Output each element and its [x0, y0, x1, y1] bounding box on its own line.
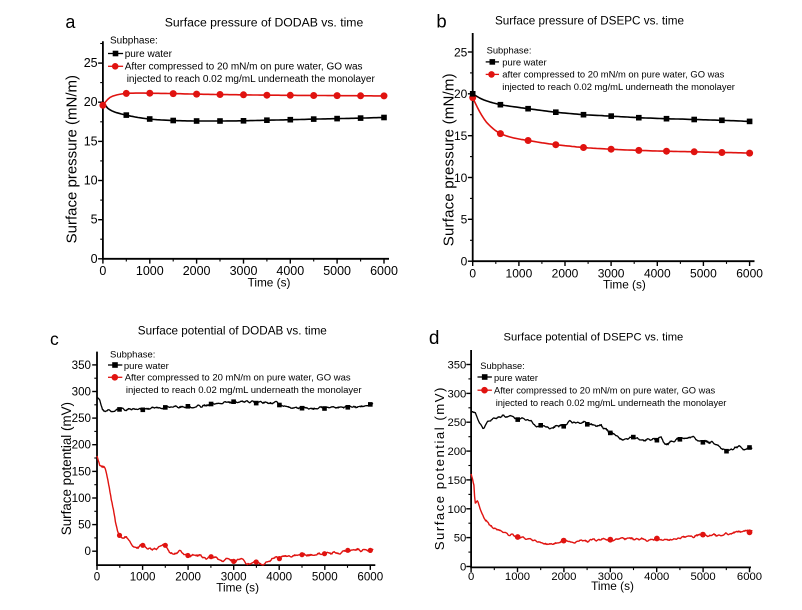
- svg-text:2000: 2000: [551, 571, 576, 583]
- svg-text:Surface potential of DODAB vs.: Surface potential of DODAB vs. time: [138, 325, 327, 338]
- svg-text:0: 0: [85, 545, 91, 558]
- svg-text:After compressed to 20 mN/m on: After compressed to 20 mN/m on pure wate…: [494, 386, 715, 396]
- svg-text:1000: 1000: [130, 571, 156, 584]
- svg-text:4000: 4000: [644, 266, 671, 280]
- svg-text:Subphase:: Subphase:: [487, 45, 532, 56]
- svg-text:50: 50: [78, 519, 91, 532]
- svg-text:0: 0: [99, 264, 106, 278]
- svg-text:injected to reach 0.02 mg/mL u: injected to reach 0.02 mg/mL underneath …: [127, 74, 376, 85]
- svg-text:Surface pressure of DODAB vs.: Surface pressure of DODAB vs. time: [165, 15, 364, 29]
- svg-text:25: 25: [454, 45, 468, 59]
- svg-text:Time (s): Time (s): [603, 278, 646, 292]
- svg-text:d: d: [429, 328, 440, 349]
- svg-text:4000: 4000: [644, 571, 669, 583]
- svg-text:1000: 1000: [136, 264, 164, 278]
- svg-text:3000: 3000: [221, 571, 247, 584]
- svg-text:Subphase:: Subphase:: [110, 35, 158, 46]
- svg-text:2000: 2000: [175, 571, 201, 584]
- svg-text:100: 100: [72, 492, 91, 505]
- svg-text:3000: 3000: [598, 571, 623, 583]
- svg-text:5000: 5000: [323, 264, 351, 278]
- svg-text:25: 25: [84, 56, 98, 70]
- svg-text:6000: 6000: [737, 571, 762, 583]
- svg-text:1000: 1000: [506, 266, 533, 280]
- svg-text:250: 250: [72, 412, 91, 425]
- svg-text:pure water: pure water: [502, 57, 546, 68]
- svg-text:6000: 6000: [736, 266, 763, 280]
- svg-text:Time (s): Time (s): [248, 276, 291, 290]
- svg-text:Surface pressure (mN/m): Surface pressure (mN/m): [63, 75, 80, 243]
- svg-text:a: a: [65, 12, 76, 32]
- svg-text:3000: 3000: [598, 266, 625, 280]
- svg-text:20: 20: [454, 87, 468, 101]
- svg-text:5: 5: [91, 213, 98, 227]
- svg-text:0: 0: [469, 266, 476, 280]
- svg-text:300: 300: [72, 385, 91, 398]
- svg-text:350: 350: [72, 359, 91, 372]
- svg-text:15: 15: [84, 134, 98, 148]
- svg-text:5000: 5000: [312, 571, 338, 584]
- svg-text:350: 350: [447, 360, 466, 372]
- svg-text:Subphase:: Subphase:: [110, 350, 155, 361]
- svg-text:0: 0: [468, 571, 474, 583]
- svg-text:Surface potential of DSEPC vs.: Surface potential of DSEPC vs. time: [504, 332, 684, 344]
- svg-text:15: 15: [454, 129, 468, 143]
- svg-text:2000: 2000: [183, 264, 211, 278]
- svg-text:50: 50: [454, 533, 467, 545]
- svg-text:Surface pressure (mN/m): Surface pressure (mN/m): [441, 73, 458, 246]
- svg-text:4000: 4000: [276, 264, 304, 278]
- svg-text:injected to reach 0.02 mg/mL u: injected to reach 0.02 mg/mL underneath …: [126, 385, 362, 396]
- svg-text:c: c: [50, 329, 59, 349]
- svg-text:6000: 6000: [357, 571, 383, 584]
- svg-text:5000: 5000: [690, 266, 717, 280]
- svg-text:6000: 6000: [370, 264, 398, 278]
- svg-text:pure water: pure water: [125, 49, 173, 60]
- svg-text:injected to reach 0.02 mg/mL u: injected to reach 0.02 mg/mL underneath …: [502, 81, 735, 92]
- svg-text:100: 100: [447, 504, 466, 516]
- svg-text:2000: 2000: [552, 266, 579, 280]
- svg-text:Surface potential (mV): Surface potential (mV): [59, 402, 74, 535]
- svg-text:injected to reach 0.02 mg/mL u: injected to reach 0.02 mg/mL underneath …: [496, 398, 727, 408]
- svg-text:pure water: pure water: [124, 361, 169, 372]
- svg-text:0: 0: [460, 562, 466, 574]
- svg-text:Time (s): Time (s): [591, 579, 634, 593]
- svg-text:5000: 5000: [691, 571, 716, 583]
- svg-text:1000: 1000: [505, 571, 530, 583]
- svg-text:10: 10: [454, 171, 468, 185]
- svg-text:Surface potential (mV): Surface potential (mV): [432, 386, 447, 550]
- svg-text:After compressed to 20 mN/m on: After compressed to 20 mN/m on pure wate…: [125, 373, 351, 384]
- svg-text:pure water: pure water: [494, 373, 538, 383]
- svg-text:300: 300: [447, 388, 466, 400]
- svg-text:5: 5: [461, 213, 468, 227]
- svg-text:250: 250: [447, 417, 466, 429]
- svg-text:b: b: [436, 11, 446, 32]
- svg-text:0: 0: [461, 255, 468, 269]
- svg-text:200: 200: [72, 439, 91, 452]
- svg-text:4000: 4000: [266, 571, 292, 584]
- svg-text:10: 10: [84, 174, 98, 188]
- svg-text:after compressed to 20 mN/m on: after compressed to 20 mN/m on pure wate…: [502, 69, 724, 80]
- svg-text:20: 20: [84, 95, 98, 109]
- svg-text:0: 0: [94, 571, 100, 584]
- svg-text:Subphase:: Subphase:: [480, 361, 524, 371]
- svg-text:200: 200: [447, 446, 466, 458]
- svg-text:Surface pressure of DSEPC vs.: Surface pressure of DSEPC vs. time: [495, 15, 684, 28]
- svg-text:After compressed to 20 mN/m on: After compressed to 20 mN/m on pure wate…: [125, 62, 363, 73]
- svg-text:150: 150: [72, 465, 91, 478]
- svg-text:3000: 3000: [230, 264, 258, 278]
- svg-text:Time (s): Time (s): [216, 581, 259, 595]
- svg-text:150: 150: [447, 475, 466, 487]
- svg-text:0: 0: [91, 252, 98, 266]
